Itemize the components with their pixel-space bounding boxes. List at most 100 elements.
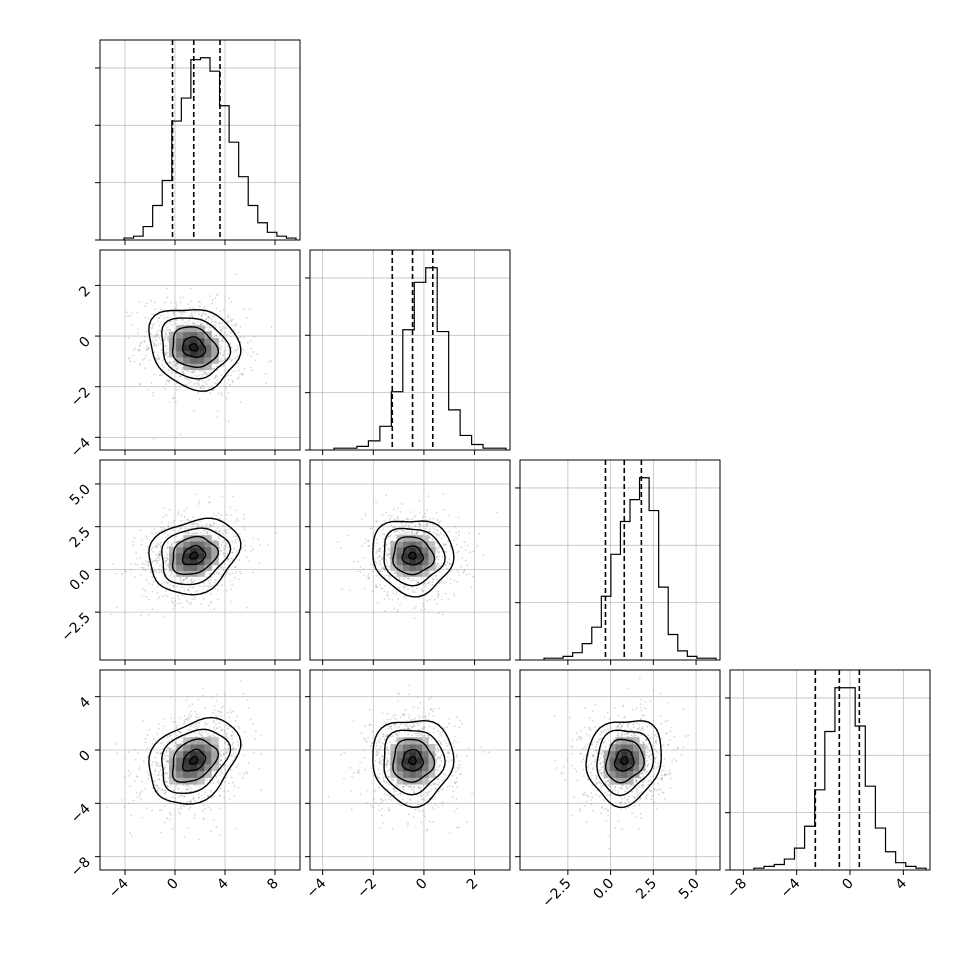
density-block xyxy=(415,541,423,548)
scatter-point xyxy=(227,790,230,793)
scatter-point xyxy=(214,376,217,379)
scatter-point xyxy=(406,531,409,533)
scatter-point xyxy=(392,526,395,529)
scatter-point xyxy=(448,832,451,835)
scatter-point xyxy=(362,749,365,751)
scatter-point xyxy=(144,787,147,790)
scatter-point xyxy=(157,320,160,323)
hist-panel-0 xyxy=(95,39,301,245)
density-block xyxy=(409,564,417,571)
scatter-point xyxy=(182,579,185,581)
density-block xyxy=(409,570,417,577)
scatter-point xyxy=(187,601,189,604)
scatter-point xyxy=(229,331,232,334)
scatter-point xyxy=(128,751,130,754)
scatter-point xyxy=(425,525,428,527)
scatter-point xyxy=(394,713,396,716)
scatter-point xyxy=(193,731,196,734)
scatter-point xyxy=(424,815,426,818)
density-block xyxy=(204,744,212,752)
density-block xyxy=(190,535,198,542)
scatter-point xyxy=(383,533,386,536)
scatter-point xyxy=(195,725,198,728)
scatter-point xyxy=(213,315,216,317)
scatter-point xyxy=(420,734,423,737)
scatter-point xyxy=(397,700,399,702)
scatter-point xyxy=(385,782,388,785)
scatter-point xyxy=(239,373,242,376)
scatter-point xyxy=(192,516,194,519)
scatter-point xyxy=(164,337,166,339)
scatter-point xyxy=(390,735,393,738)
contour-line xyxy=(161,527,232,586)
scatter-point xyxy=(147,777,150,780)
scatter-point xyxy=(243,539,246,542)
scatter-point xyxy=(212,513,215,515)
scatter-point xyxy=(230,301,233,304)
scatter-point xyxy=(472,575,474,578)
scatter-point xyxy=(186,801,188,803)
scatter-point xyxy=(447,760,450,763)
scatter-point xyxy=(154,770,156,772)
scatter-point xyxy=(221,340,224,342)
density-block xyxy=(197,750,205,758)
scatter-point xyxy=(155,546,157,549)
scatter-point xyxy=(169,574,172,577)
scatter-point xyxy=(215,715,218,718)
density-block xyxy=(211,750,219,758)
scatter-point xyxy=(179,527,182,530)
scatter-point xyxy=(408,714,411,716)
scatter-point xyxy=(419,525,421,527)
scatter-point xyxy=(178,529,180,532)
scatter-point xyxy=(414,515,417,517)
scatter-point xyxy=(487,751,490,753)
scatter-point xyxy=(168,508,171,511)
scatter-point xyxy=(404,708,407,711)
scatter-point xyxy=(140,574,142,577)
scatter-point xyxy=(218,322,221,325)
scatter-point xyxy=(166,553,169,556)
scatter-point xyxy=(378,761,381,763)
scatter-point xyxy=(134,347,137,350)
contours xyxy=(372,719,455,809)
scatter-point xyxy=(436,750,439,753)
scatter-point xyxy=(202,310,205,313)
scatter-point xyxy=(444,543,447,546)
scatter-point xyxy=(219,310,221,313)
scatter-point xyxy=(167,338,169,340)
scatter-point xyxy=(425,522,428,525)
density-block xyxy=(197,737,205,745)
scatter-point xyxy=(440,760,443,762)
scatter-point xyxy=(393,508,395,511)
scatter-point xyxy=(403,595,406,598)
scatter-point xyxy=(426,524,429,526)
scatter-point xyxy=(193,813,196,816)
density-block xyxy=(197,331,205,339)
scatter-point xyxy=(240,572,243,575)
scatter-point xyxy=(164,793,166,796)
scatter-point xyxy=(421,735,424,738)
scatter-point xyxy=(221,360,223,363)
scatter-point xyxy=(214,735,216,738)
scatter-point xyxy=(126,311,129,314)
scatter-point xyxy=(228,725,230,728)
scatter-point xyxy=(225,388,228,390)
scatter-point xyxy=(439,742,442,744)
scatter-point xyxy=(218,340,221,343)
scatter-point xyxy=(449,582,452,585)
density-block xyxy=(176,357,184,364)
scatter-point xyxy=(448,785,451,787)
scatter-point xyxy=(189,307,192,309)
scatter-point xyxy=(106,806,109,809)
scatter-point xyxy=(451,785,454,788)
scatter-point xyxy=(221,584,223,587)
scatter-point xyxy=(230,755,233,757)
scatter-point xyxy=(181,586,184,589)
x-tick-label: 2 xyxy=(464,876,482,894)
scatter-point xyxy=(184,321,187,324)
scatter-point xyxy=(156,333,159,336)
scatter-point xyxy=(189,787,192,790)
scatter-point xyxy=(223,764,226,767)
scatter-point xyxy=(375,802,377,805)
density-block xyxy=(183,777,191,785)
